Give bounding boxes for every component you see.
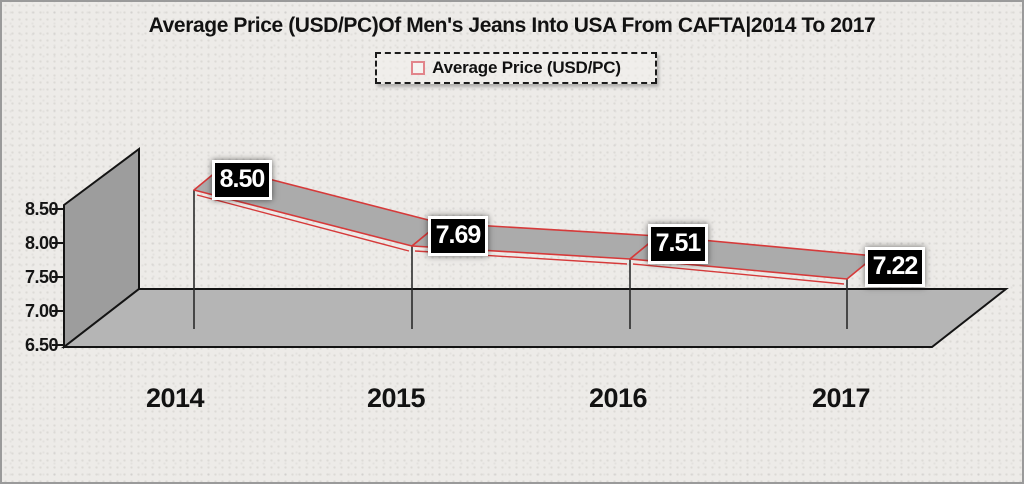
x-axis-label-2015: 2015 <box>366 383 426 413</box>
x-axis-label-2016: 2016 <box>588 383 648 413</box>
y-axis-label: 7.00 <box>24 301 59 321</box>
y-axis-label: 6.50 <box>24 335 59 355</box>
x-axis-label-2014: 2014 <box>145 383 205 413</box>
data-label-2015: 7.69 <box>428 216 488 256</box>
chart-floor <box>61 288 1009 348</box>
data-label-2014: 8.50 <box>212 160 272 200</box>
y-axis-tick-marks <box>52 208 65 346</box>
data-label-2017: 7.22 <box>865 247 925 287</box>
legend-series-label: Average Price (USD/PC) <box>432 58 621 77</box>
data-label-2016: 7.51 <box>648 224 708 264</box>
drop-lines <box>193 190 848 329</box>
x-axis-label-2017: 2017 <box>811 383 871 413</box>
legend-series-marker-icon <box>411 61 426 75</box>
y-axis-label: 7.50 <box>24 267 59 287</box>
legend: Average Price (USD/PC) <box>375 52 657 84</box>
y-axis-label: 8.00 <box>24 233 59 253</box>
ribbon-front-edge <box>196 194 410 252</box>
y-axis-label: 8.50 <box>24 199 59 219</box>
chart-title: Average Price (USD/PC)Of Men's Jeans Int… <box>148 14 876 37</box>
ribbon-front-edge <box>632 263 845 285</box>
